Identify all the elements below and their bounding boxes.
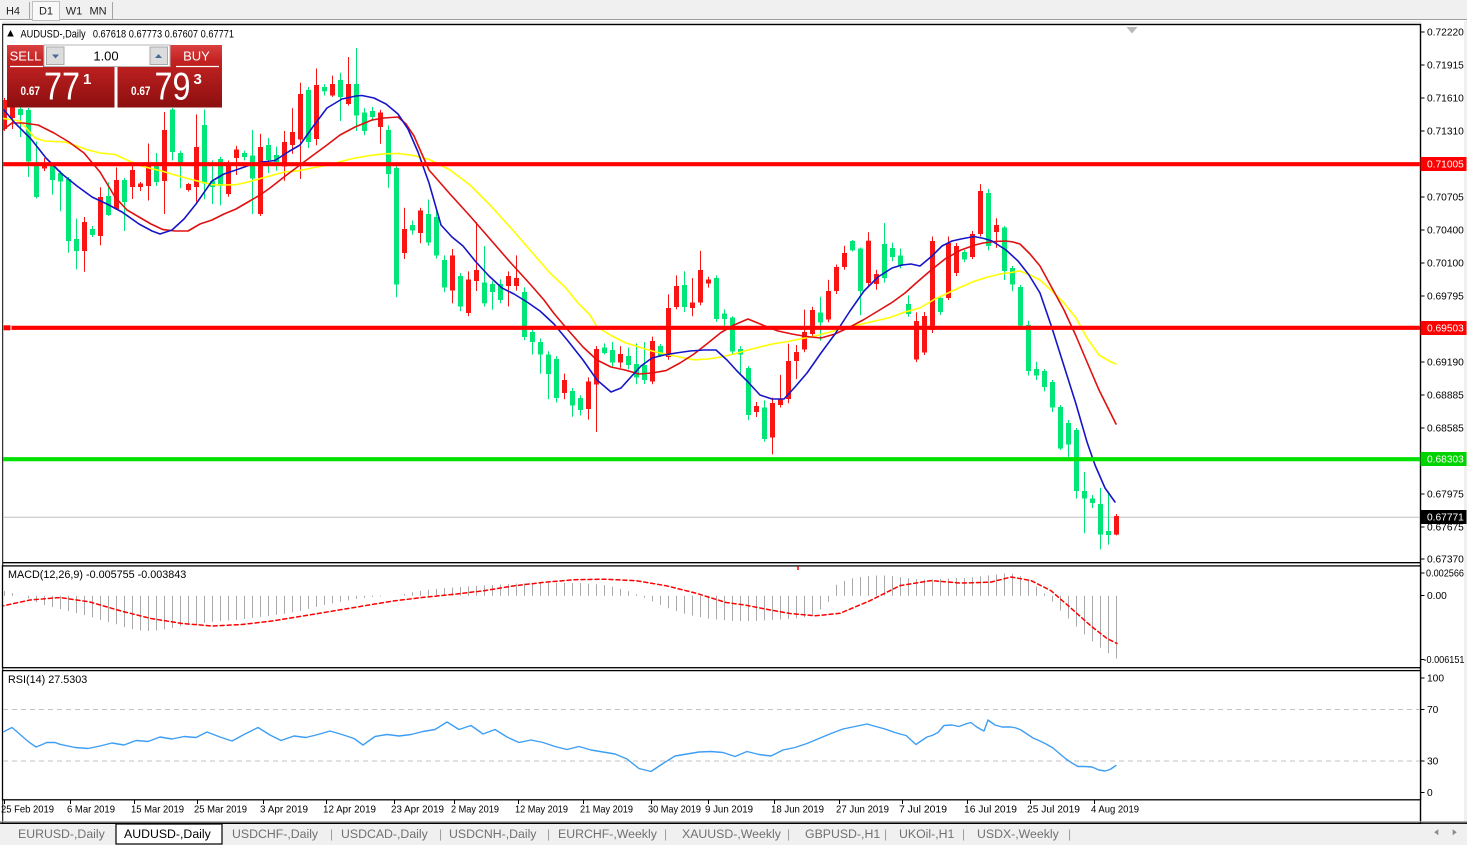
svg-text:100: 100 (1427, 674, 1444, 685)
svg-text:RSI(14) 27.5303: RSI(14) 27.5303 (8, 674, 87, 686)
svg-text:0.69795: 0.69795 (1427, 292, 1464, 303)
svg-text:79: 79 (155, 66, 191, 109)
svg-text:21 May 2019: 21 May 2019 (580, 805, 633, 816)
svg-text:D1: D1 (39, 6, 53, 18)
svg-text:27 Jun 2019: 27 Jun 2019 (836, 805, 889, 816)
svg-text:0.70705: 0.70705 (1427, 193, 1464, 204)
svg-text:7 Jul 2019: 7 Jul 2019 (899, 805, 947, 816)
svg-text:0.72220: 0.72220 (1427, 28, 1464, 39)
svg-text:BUY: BUY (183, 49, 210, 64)
svg-text:|: | (884, 827, 887, 841)
svg-text:W1: W1 (66, 6, 83, 18)
svg-text:4 Aug 2019: 4 Aug 2019 (1091, 805, 1139, 816)
svg-text:0.67771: 0.67771 (1427, 513, 1464, 524)
svg-text:1.00: 1.00 (93, 49, 118, 64)
svg-text:XAUUSD-,Weekly: XAUUSD-,Weekly (682, 827, 782, 841)
svg-text:18 Jun 2019: 18 Jun 2019 (771, 805, 824, 816)
svg-text:0.71610: 0.71610 (1427, 94, 1464, 105)
svg-text:0.67675: 0.67675 (1427, 523, 1464, 534)
svg-text:0.71005: 0.71005 (1427, 160, 1464, 171)
svg-text:USDCHF-,Daily: USDCHF-,Daily (232, 827, 319, 841)
svg-text:GBPUSD-,H1: GBPUSD-,H1 (805, 827, 880, 841)
svg-text:1: 1 (83, 71, 91, 88)
svg-text:USDCAD-,Daily: USDCAD-,Daily (341, 827, 429, 841)
svg-text:AUDUSD-,Daily 0.67618 0.67773: AUDUSD-,Daily 0.67618 0.67773 0.67607 0.… (21, 29, 235, 41)
svg-text:AUDUSD-,Daily: AUDUSD-,Daily (124, 827, 212, 841)
svg-text:|: | (962, 827, 965, 841)
svg-text:0.002566: 0.002566 (1426, 569, 1464, 580)
svg-text:0.70400: 0.70400 (1427, 226, 1464, 237)
svg-text:USDCNH-,Daily: USDCNH-,Daily (449, 827, 537, 841)
svg-text:30: 30 (1427, 757, 1439, 768)
svg-text:0.67975: 0.67975 (1427, 490, 1464, 501)
svg-text:15 Mar 2019: 15 Mar 2019 (131, 805, 184, 816)
svg-text:0: 0 (1427, 788, 1433, 799)
svg-text:30 May 2019: 30 May 2019 (648, 805, 701, 816)
svg-text:0.71310: 0.71310 (1427, 127, 1464, 138)
svg-text:0.67: 0.67 (21, 84, 41, 98)
svg-text:0.71915: 0.71915 (1427, 61, 1464, 72)
svg-text:23 Apr 2019: 23 Apr 2019 (391, 805, 444, 816)
svg-text:H4: H4 (6, 6, 20, 18)
svg-text:MACD(12,26,9) -0.005755 -0.003: MACD(12,26,9) -0.005755 -0.003843 (8, 569, 186, 581)
svg-text:16 Jul 2019: 16 Jul 2019 (964, 805, 1017, 816)
svg-text:|: | (547, 827, 550, 841)
svg-text:|: | (787, 827, 790, 841)
svg-text:25 Mar 2019: 25 Mar 2019 (194, 805, 247, 816)
svg-text:2 May 2019: 2 May 2019 (451, 805, 499, 816)
svg-text:0.70100: 0.70100 (1427, 259, 1464, 270)
svg-text:MN: MN (89, 6, 106, 18)
svg-text:25 Feb 2019: 25 Feb 2019 (1, 805, 54, 816)
svg-text:EURUSD-,Daily: EURUSD-,Daily (18, 827, 106, 841)
svg-text:0.69503: 0.69503 (1427, 324, 1464, 335)
svg-text:|: | (664, 827, 667, 841)
svg-text:|: | (439, 827, 442, 841)
svg-text:UKOil-,H1: UKOil-,H1 (899, 827, 955, 841)
svg-text:3 Apr 2019: 3 Apr 2019 (260, 805, 308, 816)
svg-text:0.68585: 0.68585 (1427, 424, 1464, 435)
svg-text:6 Mar 2019: 6 Mar 2019 (67, 805, 115, 816)
svg-text:25 Jul 2019: 25 Jul 2019 (1027, 805, 1080, 816)
svg-text:0.69190: 0.69190 (1427, 358, 1464, 369)
svg-text:70: 70 (1427, 705, 1439, 716)
svg-text:USDX-,Weekly: USDX-,Weekly (977, 827, 1060, 841)
svg-text:9 Jun 2019: 9 Jun 2019 (705, 805, 753, 816)
svg-text:0.67: 0.67 (131, 84, 151, 98)
svg-text:77: 77 (44, 66, 80, 109)
svg-text:3: 3 (194, 71, 202, 88)
svg-text:0.67370: 0.67370 (1427, 555, 1464, 566)
svg-text:-0.006151: -0.006151 (1424, 655, 1465, 666)
svg-text:|: | (330, 827, 333, 841)
svg-text:0.68303: 0.68303 (1427, 455, 1464, 466)
svg-text:12 May 2019: 12 May 2019 (515, 805, 568, 816)
svg-text:EURCHF-,Weekly: EURCHF-,Weekly (558, 827, 658, 841)
svg-text:|: | (1068, 827, 1071, 841)
svg-text:12 Apr 2019: 12 Apr 2019 (323, 805, 376, 816)
svg-text:SELL: SELL (10, 49, 42, 64)
svg-text:0.00: 0.00 (1427, 591, 1447, 602)
svg-text:0.68885: 0.68885 (1427, 391, 1464, 402)
